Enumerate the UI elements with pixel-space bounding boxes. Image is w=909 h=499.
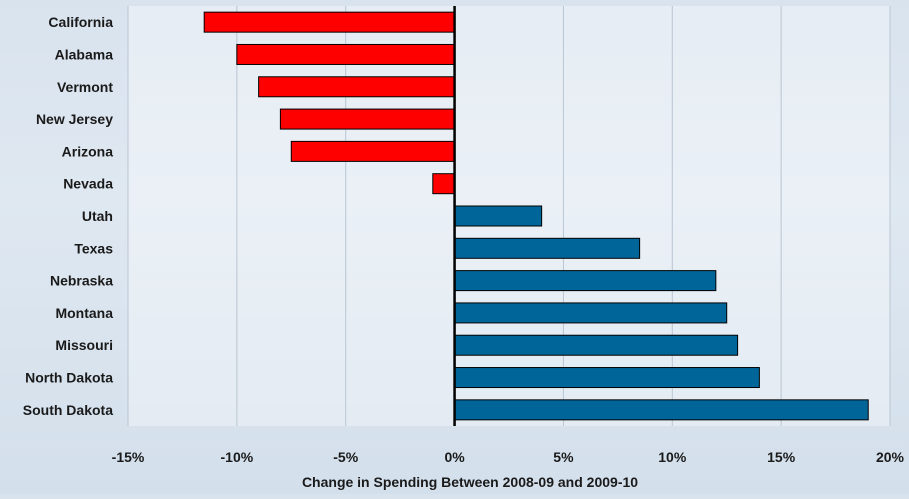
x-tick-label: 0% [444, 449, 465, 465]
bar [432, 173, 456, 195]
x-axis-title: Change in Spending Between 2008-09 and 2… [302, 474, 638, 490]
category-label: Arizona [62, 143, 114, 159]
category-label: Vermont [57, 79, 113, 95]
bar [258, 76, 456, 98]
x-tick-label: 20% [876, 449, 905, 465]
category-label: Utah [82, 208, 113, 224]
category-label: North Dakota [25, 370, 113, 386]
category-label: Missouri [55, 337, 113, 353]
bar [236, 43, 456, 65]
bar [290, 140, 456, 162]
gridlines [127, 6, 891, 426]
x-tick-label: 5% [553, 449, 574, 465]
x-tick-label: 15% [767, 449, 796, 465]
tick-labels: -15% -10% -5% 0% 5% 10% 15% 20% [112, 449, 905, 465]
x-tick-label: 10% [658, 449, 687, 465]
bar [454, 302, 728, 324]
bar [454, 270, 717, 292]
category-label: South Dakota [23, 402, 113, 418]
bar [203, 11, 456, 33]
bar [454, 237, 641, 259]
bar [279, 108, 456, 130]
category-label: New Jersey [36, 111, 113, 127]
category-labels: California Alabama Vermont New Jersey Arizon… [23, 14, 114, 418]
category-label: Nevada [63, 176, 113, 192]
bars [203, 11, 869, 421]
x-tick-label: -15% [112, 449, 145, 465]
category-label: Montana [55, 305, 113, 321]
category-label: Nebraska [50, 273, 113, 289]
bar [454, 367, 760, 389]
category-label: Texas [74, 240, 113, 256]
x-tick-label: -10% [221, 449, 254, 465]
category-label: California [48, 14, 113, 30]
category-label: Alabama [55, 46, 114, 62]
bar [454, 334, 739, 356]
x-tick-label: -5% [333, 449, 358, 465]
bar [454, 205, 543, 227]
bar [454, 399, 869, 421]
